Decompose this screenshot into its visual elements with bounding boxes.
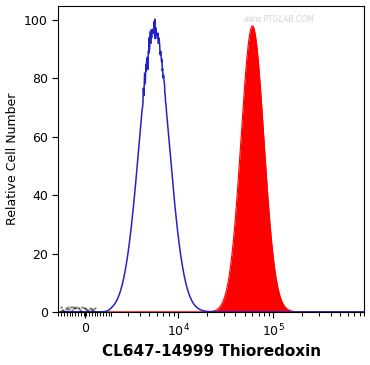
Text: www.PTGLAB.COM: www.PTGLAB.COM xyxy=(243,15,314,24)
X-axis label: CL647-14999 Thioredoxin: CL647-14999 Thioredoxin xyxy=(102,345,321,360)
Y-axis label: Relative Cell Number: Relative Cell Number xyxy=(6,92,18,225)
